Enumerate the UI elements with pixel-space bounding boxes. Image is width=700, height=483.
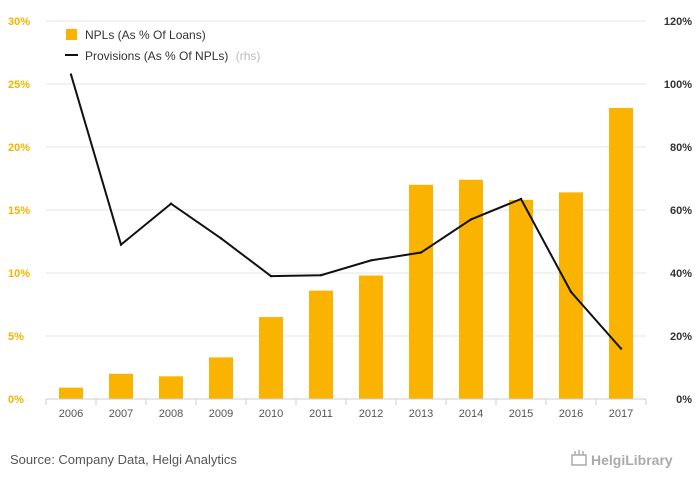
y-right-tick-label: 80% [670, 142, 692, 154]
provisions-point [519, 197, 523, 201]
x-tick-label: 2014 [459, 408, 483, 420]
y-left-tick-label: 30% [8, 16, 30, 28]
provisions-line-path [70, 74, 622, 350]
provisions-point [419, 251, 423, 254]
provisions-point [119, 243, 123, 246]
y-right-tick-label: 60% [670, 205, 692, 217]
x-tick-label: 2011 [309, 408, 333, 420]
legend-swatch-npl [66, 29, 77, 40]
legend-label-npl: NPLs (As % Of Loans) [85, 28, 206, 42]
y-left-tick-label: 15% [8, 205, 30, 217]
x-tick-label: 2008 [159, 408, 183, 420]
x-tick-label: 2015 [509, 408, 533, 420]
footer: Source: Company Data, Helgi Analytics He… [10, 450, 673, 468]
npl-bar [159, 376, 183, 399]
npl-bar [109, 373, 133, 399]
x-axis: 2006 2007 2008 2009 2010 2011 2012 2013 2014 2015… [45, 398, 647, 420]
y-left-tick-label: 5% [8, 331, 24, 343]
npl-bar [209, 357, 233, 399]
helgi-library-logo: HelgiLibrary [571, 450, 673, 468]
npl-bar [259, 317, 283, 399]
x-tick-label: 2010 [259, 408, 283, 420]
legend-label-provisions: Provisions (As % Of NPLs) (rhs) [85, 49, 260, 63]
provisions-point [169, 202, 173, 205]
npl-bar [59, 387, 83, 399]
logo-text: HelgiLibrary [591, 452, 673, 468]
legend-label-provisions-name: Provisions (As % Of NPLs) [85, 49, 228, 63]
legend-rhs-note: (rhs) [236, 49, 261, 63]
y-right-tick-label: 40% [670, 268, 692, 280]
x-tick-label: 2012 [359, 408, 383, 420]
logo-icon [571, 454, 587, 466]
y-left-tick-label: 25% [8, 79, 30, 91]
left-axis: 0% 5% 10% 15% 20% 25% 30% [8, 16, 30, 406]
provisions-point [219, 237, 223, 240]
right-axis: 0% 20% 40% 60% 80% 100% 120% [664, 16, 692, 406]
npl-bar [409, 184, 433, 399]
x-tick-label: 2013 [409, 408, 433, 420]
x-tick-label: 2007 [109, 408, 133, 420]
x-tick-label: 2017 [609, 408, 633, 420]
y-right-tick-label: 120% [664, 16, 692, 28]
legend: NPLs (As % Of Loans) Provisions (As % Of… [65, 28, 260, 63]
npl-bar [459, 179, 483, 399]
source-note: Source: Company Data, Helgi Analytics [10, 452, 237, 467]
y-left-tick-label: 0% [8, 394, 24, 406]
npl-bar [509, 199, 533, 399]
x-tick-label: 2016 [559, 408, 583, 420]
x-tick-label: 2006 [59, 408, 83, 420]
provisions-point [619, 347, 623, 350]
npl-bar [559, 192, 583, 399]
provisions-point [369, 259, 373, 262]
npl-bar [609, 107, 633, 399]
provisions-point [319, 274, 323, 277]
npl-bars [59, 107, 633, 399]
npl-bar [309, 290, 333, 399]
provisions-point [69, 73, 73, 76]
y-left-tick-label: 20% [8, 142, 30, 154]
provisions-point [469, 218, 473, 221]
y-right-tick-label: 0% [676, 394, 692, 406]
y-right-tick-label: 100% [664, 79, 692, 91]
x-tick-label: 2009 [209, 408, 233, 420]
y-left-tick-label: 10% [8, 268, 30, 280]
provisions-point [269, 274, 273, 278]
provisions-line [69, 73, 623, 350]
npl-bar [359, 275, 383, 399]
y-right-tick-label: 20% [670, 331, 692, 343]
provisions-point [569, 290, 573, 294]
gridlines [46, 20, 646, 400]
